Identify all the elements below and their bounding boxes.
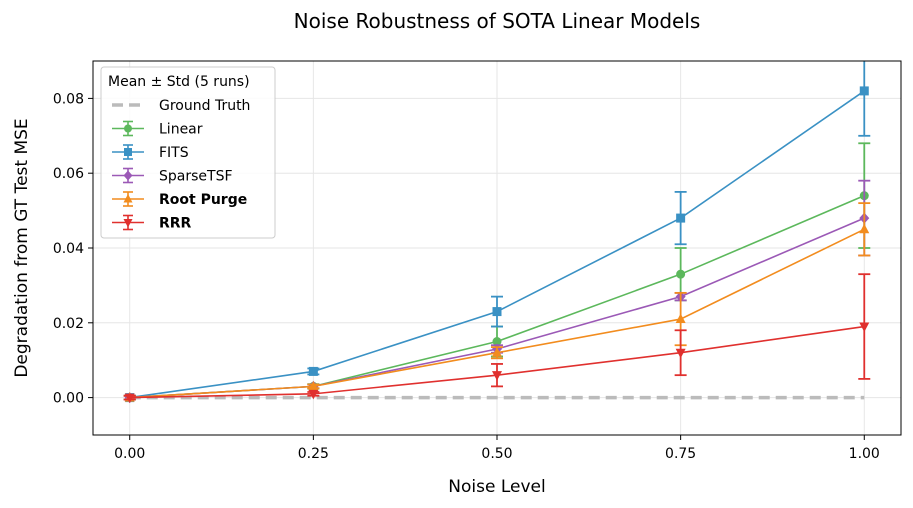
legend-item-root-purge: Root Purge — [112, 191, 247, 208]
x-tick-label: 0.50 — [481, 446, 512, 462]
data-point — [676, 213, 686, 223]
y-tick-label: 0.06 — [53, 166, 84, 182]
legend-label: RRR — [159, 216, 192, 232]
legend-box — [100, 66, 276, 239]
legend-label: Root Purge — [159, 192, 247, 208]
data-point — [859, 223, 870, 234]
legend-label: FITS — [159, 145, 189, 161]
legend-title: Mean ± Std (5 runs) — [108, 74, 250, 90]
legend-item-fits: FITS — [112, 144, 189, 161]
legend-label: Ground Truth — [159, 98, 250, 114]
x-axis-label: Noise Level — [448, 477, 545, 497]
series-rrr — [123, 273, 871, 404]
data-point — [308, 380, 319, 391]
legend: Mean ± Std (5 runs) Ground Truth Linear FIT… — [100, 66, 276, 239]
y-tick-label: 0.02 — [53, 316, 84, 332]
data-point — [492, 307, 502, 317]
data-point — [308, 389, 319, 400]
data-point — [675, 348, 686, 359]
legend-label: SparseTSF — [159, 169, 233, 185]
data-point — [308, 366, 318, 376]
x-tick-label: 0.25 — [298, 446, 329, 462]
x-tick-label: 0.00 — [114, 446, 145, 462]
y-axis: 0.00 0.02 0.04 0.06 0.08 — [53, 91, 93, 407]
y-tick-label: 0.08 — [53, 91, 84, 107]
legend-marker — [123, 194, 133, 203]
legend-label: Linear — [159, 122, 203, 138]
data-point — [492, 371, 502, 381]
y-axis-label: Degradation from GT Test MSE — [12, 118, 32, 377]
legend-item-sparsetsf: SparseTSF — [112, 167, 233, 185]
data-point — [859, 322, 870, 333]
legend-marker — [124, 148, 132, 156]
data-point — [492, 347, 502, 357]
data-point — [676, 269, 686, 279]
data-point — [675, 313, 686, 324]
x-axis: 0.00 0.25 0.50 0.75 1.00 — [114, 435, 880, 462]
legend-item-ground-truth: Ground Truth — [112, 98, 250, 114]
legend-marker — [123, 219, 133, 228]
y-tick-label: 0.00 — [53, 391, 84, 407]
legend-marker — [124, 124, 132, 133]
legend-marker — [123, 170, 133, 181]
y-tick-label: 0.04 — [53, 241, 84, 257]
data-point — [859, 86, 869, 96]
chart-title: Noise Robustness of SOTA Linear Models — [294, 9, 701, 33]
data-point — [492, 337, 502, 346]
data-point — [124, 393, 135, 404]
x-tick-label: 0.75 — [665, 446, 696, 462]
x-tick-label: 1.00 — [849, 446, 880, 462]
legend-item-linear: Linear — [112, 120, 203, 138]
series-layer — [123, 61, 871, 404]
legend-item-rrr: RRR — [112, 214, 192, 232]
